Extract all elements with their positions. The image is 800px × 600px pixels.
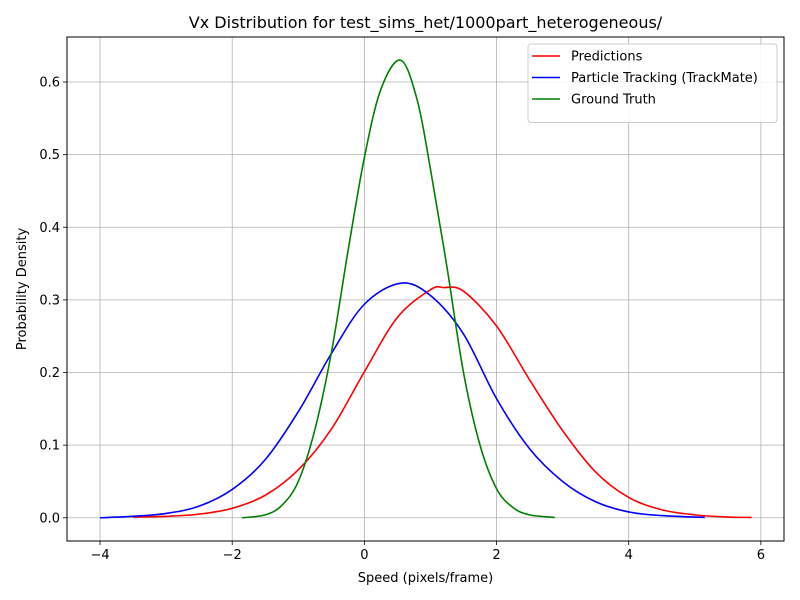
series-line <box>133 285 752 519</box>
axis-ticks: −4 −2 0 2 4 6 0.0 0.1 0.2 0.3 0.4 0.5 0.6 <box>39 76 765 563</box>
x-tick-label: 4 <box>625 548 633 563</box>
x-tick-label: −4 <box>90 548 109 563</box>
legend-label: Particle Tracking (TrackMate) <box>571 71 758 86</box>
plot-lines <box>100 59 752 519</box>
legend: Predictions Particle Tracking (TrackMate)… <box>527 43 778 123</box>
series-line <box>100 282 705 519</box>
y-tick-label: 0.1 <box>39 439 60 454</box>
series-line <box>242 59 555 519</box>
y-tick-label: 0.5 <box>39 148 60 163</box>
y-tick-label: 0.0 <box>39 511 60 526</box>
x-tick-label: 0 <box>360 548 368 563</box>
chart-title: Vx Distribution for test_sims_het/1000pa… <box>189 13 663 33</box>
y-tick-label: 0.4 <box>39 221 60 236</box>
y-tick-label: 0.3 <box>39 293 60 308</box>
legend-label: Ground Truth <box>571 93 656 108</box>
legend-box <box>527 43 778 123</box>
y-tick-label: 0.6 <box>39 76 60 91</box>
plot-frame <box>66 36 785 542</box>
x-tick-label: 2 <box>492 548 500 563</box>
y-tick-label: 0.2 <box>39 366 60 381</box>
legend-label: Predictions <box>571 50 643 65</box>
x-tick-label: 6 <box>757 548 765 563</box>
y-axis-title: Probability Density <box>15 228 30 351</box>
x-axis-title: Speed (pixels/frame) <box>358 571 494 586</box>
x-tick-label: −2 <box>223 548 242 563</box>
